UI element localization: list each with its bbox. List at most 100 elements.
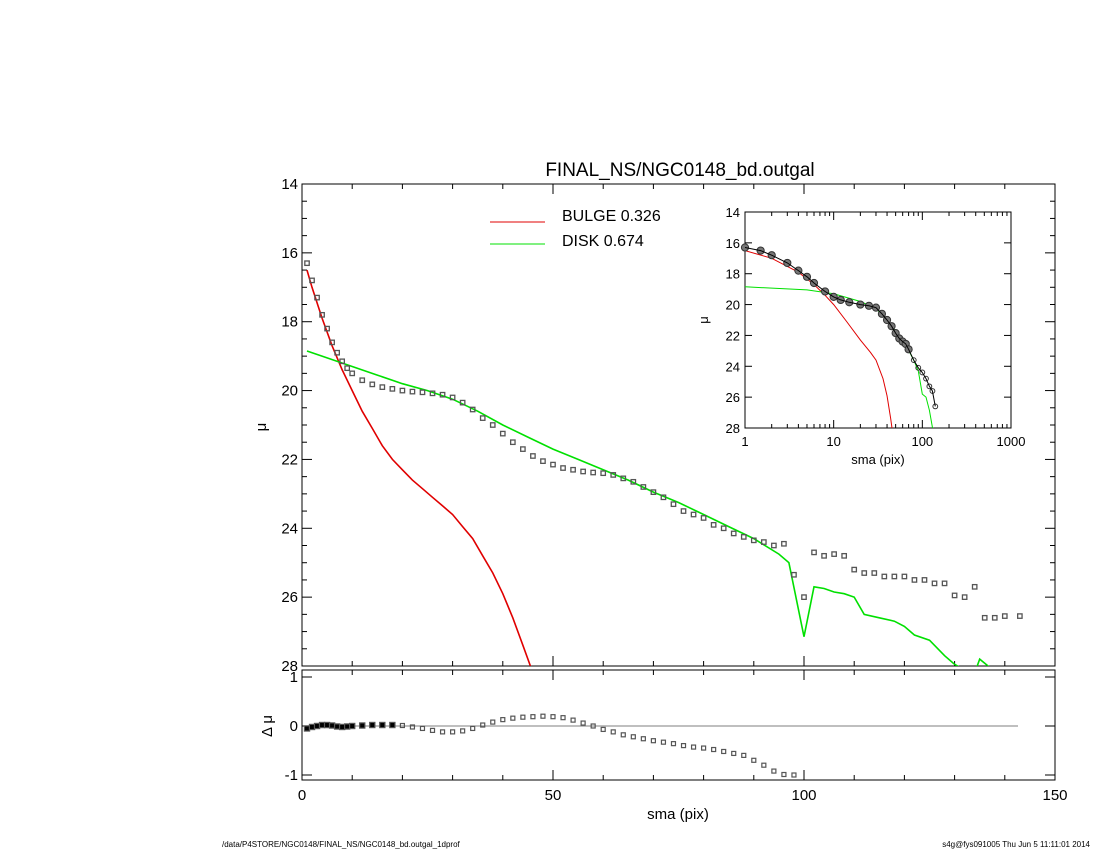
data-point	[499, 430, 506, 437]
data-point	[319, 311, 325, 318]
data-point	[509, 439, 516, 446]
data-point	[760, 539, 767, 545]
data-point	[720, 525, 727, 532]
inset-bulge-curve	[745, 250, 893, 428]
main-ticks: 14 16 18 20 22 24 26 28	[281, 176, 1056, 675]
data-point	[590, 469, 597, 476]
data-point	[690, 511, 697, 518]
residual-point	[781, 771, 787, 778]
data-point	[911, 577, 918, 583]
x-tick-label: 150	[1042, 787, 1067, 804]
data-point	[700, 515, 707, 521]
inset-data-point	[740, 243, 750, 252]
inset-y-tick-label: 22	[726, 328, 740, 343]
residual-point	[690, 744, 697, 750]
data-point	[841, 552, 848, 559]
residual-point	[700, 745, 707, 751]
residual-point	[429, 727, 436, 734]
residual-point	[670, 741, 677, 747]
inset-x-tick-label: 1	[741, 434, 748, 449]
inset-data-markers	[740, 243, 939, 410]
residual-point	[460, 728, 466, 734]
inset-data-point	[926, 383, 933, 390]
inset-data-point	[910, 357, 917, 364]
data-point	[489, 422, 496, 428]
residual-y-tick-label: 0	[290, 718, 298, 735]
data-point	[620, 475, 627, 482]
data-point	[650, 489, 657, 495]
main-y-tick-label: 24	[281, 520, 298, 537]
data-point	[801, 594, 807, 600]
residual-point	[389, 721, 396, 729]
data-point	[344, 365, 351, 372]
data-point	[740, 534, 747, 540]
residual-point	[313, 722, 321, 730]
data-point	[309, 277, 315, 284]
residual-y-tick-label: 1	[290, 669, 298, 686]
residual-point	[771, 768, 777, 774]
main-y-tick-label: 26	[281, 589, 298, 606]
data-point	[419, 389, 426, 396]
data-point	[570, 466, 576, 473]
data-point	[479, 415, 486, 421]
residual-point	[343, 723, 351, 730]
data-point	[781, 540, 787, 547]
data-point	[530, 453, 536, 459]
data-point	[660, 494, 667, 501]
residual-point	[630, 734, 636, 740]
x-tick-label: 0	[298, 787, 306, 804]
data-point	[429, 390, 436, 397]
residual-point	[349, 722, 356, 730]
residual-point	[359, 722, 366, 729]
residual-point	[540, 713, 546, 719]
residual-point	[761, 762, 767, 768]
residual-point	[751, 757, 757, 763]
residual-point	[419, 725, 426, 732]
residual-point	[550, 714, 556, 720]
x-axis-label: sma (pix)	[647, 806, 709, 823]
data-point	[459, 399, 466, 406]
inset-model-line	[745, 247, 936, 407]
residual-point	[530, 714, 536, 720]
residual-point	[510, 715, 516, 721]
residual-point	[439, 729, 446, 735]
inset-x-axis-label: sma (pix)	[851, 452, 904, 467]
inset-plot-panel: 14 16 18 20 22 24 26 281 10 100 1000 μ sma (pix)	[696, 205, 1025, 467]
inset-y-tick-label: 28	[726, 421, 740, 436]
residual-point	[660, 739, 667, 745]
data-point	[520, 446, 526, 452]
inset-x-tick-label: 1000	[997, 434, 1026, 449]
residual-point	[580, 720, 586, 726]
inset-y-axis-label: μ	[696, 316, 711, 324]
data-point	[439, 391, 446, 398]
data-point	[961, 594, 968, 600]
data-point	[540, 458, 546, 465]
main-y-tick-label: 28	[281, 658, 298, 675]
main-plot-panel: 14 16 18 20 22 24 26 28 μ	[253, 176, 1056, 675]
data-point	[941, 580, 948, 587]
residual-ticks: 10-10 50 100 150	[285, 669, 1068, 804]
data-point	[339, 358, 346, 365]
data-point	[921, 577, 928, 583]
residual-point	[369, 721, 376, 729]
data-point	[314, 294, 320, 301]
residual-point	[409, 724, 416, 730]
legend-bulge-label: BULGE 0.326	[562, 208, 661, 225]
main-y-tick-label: 18	[281, 314, 298, 331]
inset-y-tick-label: 18	[726, 267, 740, 282]
data-point	[349, 370, 356, 377]
residual-point	[610, 729, 616, 735]
data-point	[670, 501, 677, 508]
data-point	[991, 614, 998, 621]
residual-plot-panel: 10-10 50 100 150 Δ μ sma (pix)	[259, 669, 1068, 823]
data-point	[329, 339, 335, 346]
x-tick-label: 100	[791, 787, 816, 804]
residual-point	[560, 715, 566, 721]
data-point	[951, 592, 958, 599]
chart-title: FINAL_NS/NGC0148_bd.outgal	[545, 160, 814, 181]
data-point	[871, 570, 878, 576]
data-point	[550, 461, 556, 468]
data-point	[861, 570, 868, 576]
residual-point	[570, 717, 576, 723]
inset-y-tick-label: 26	[726, 390, 740, 405]
